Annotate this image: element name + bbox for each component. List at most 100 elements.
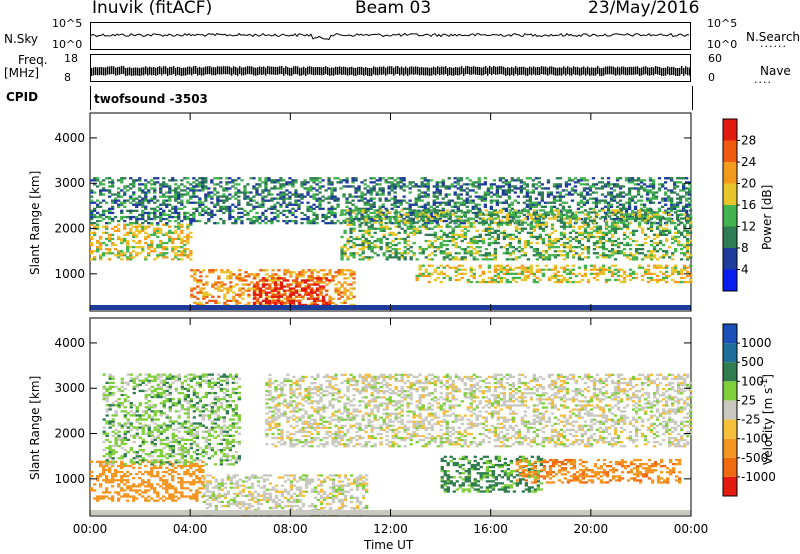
scatter-cell bbox=[282, 277, 287, 280]
scatter-cell bbox=[673, 207, 677, 210]
scatter-cell bbox=[577, 211, 582, 214]
nave-bar bbox=[361, 66, 363, 75]
scatter-cell bbox=[318, 197, 322, 200]
scatter-cell bbox=[277, 301, 281, 304]
scatter-cell bbox=[457, 223, 461, 226]
scatter-cell bbox=[177, 225, 181, 228]
scatter-cell bbox=[238, 295, 242, 298]
scatter-cell bbox=[424, 223, 428, 226]
nave-bar bbox=[153, 66, 155, 75]
scatter-cell bbox=[552, 183, 557, 186]
nave-bar bbox=[189, 66, 191, 75]
scatter-cell bbox=[466, 229, 470, 232]
scatter-cell bbox=[318, 287, 323, 290]
scatter-cell bbox=[279, 281, 284, 284]
scatter-cell bbox=[388, 246, 392, 249]
nave-bar bbox=[237, 67, 239, 76]
scatter-cell bbox=[582, 179, 587, 182]
nave-bar bbox=[647, 67, 649, 76]
scatter-cell bbox=[547, 237, 552, 241]
scatter-cell bbox=[532, 229, 536, 232]
scatter-cell bbox=[615, 179, 620, 182]
scatter-cell bbox=[195, 219, 199, 223]
scatter-cell bbox=[493, 264, 497, 267]
scatter-cell bbox=[312, 219, 316, 223]
scatter-cell bbox=[325, 283, 329, 286]
scatter-cell bbox=[624, 211, 629, 215]
scatter-cell bbox=[180, 252, 184, 255]
scatter-cell bbox=[217, 277, 221, 280]
scatter-cell bbox=[343, 299, 347, 302]
scatter-cell bbox=[496, 264, 500, 267]
scatter-cell bbox=[238, 277, 242, 280]
scatter-cell bbox=[312, 217, 316, 221]
scatter-cell bbox=[285, 222, 289, 225]
scatter-cell bbox=[219, 195, 223, 198]
scatter-cell bbox=[645, 222, 650, 225]
scatter-cell bbox=[288, 211, 292, 215]
scatter-cell bbox=[186, 187, 190, 190]
scatter-cell bbox=[237, 203, 241, 206]
scatter-cell bbox=[502, 229, 506, 232]
scatter-cell bbox=[493, 209, 497, 212]
scatter-cell bbox=[304, 271, 308, 274]
scatter-cell bbox=[315, 177, 319, 180]
scatter-cell bbox=[153, 177, 157, 180]
scatter-cell bbox=[471, 217, 475, 221]
scatter-cell bbox=[486, 189, 490, 192]
scatter-cell bbox=[388, 231, 392, 234]
scatter-cell bbox=[391, 248, 395, 251]
nave-bar bbox=[539, 67, 541, 76]
scatter-cell bbox=[520, 278, 524, 282]
scatter-cell bbox=[613, 229, 618, 232]
scatter-cell bbox=[312, 213, 316, 217]
scatter-cell bbox=[153, 215, 157, 219]
scatter-cell bbox=[637, 217, 642, 220]
scatter-cell bbox=[243, 193, 247, 196]
scatter-cell bbox=[456, 187, 460, 190]
scatter-cell bbox=[658, 233, 663, 236]
scatter-cell bbox=[568, 272, 573, 275]
scatter-cell bbox=[646, 250, 651, 253]
scatter-cell bbox=[123, 223, 127, 226]
scatter-cell bbox=[577, 239, 582, 243]
scatter-cell bbox=[433, 225, 437, 228]
scatter-cell bbox=[117, 187, 121, 190]
scatter-cell bbox=[688, 189, 692, 192]
colorbar-swatch bbox=[723, 226, 737, 248]
scatter-cell bbox=[156, 181, 160, 184]
scatter-cell bbox=[408, 213, 412, 217]
scatter-cell bbox=[645, 207, 650, 210]
nsearch-tick-bottom: 10^0 bbox=[707, 38, 738, 51]
scatter-cell bbox=[665, 237, 669, 241]
scatter-cell bbox=[367, 241, 371, 245]
scatter-cell bbox=[662, 243, 666, 247]
scatter-cell bbox=[665, 252, 669, 255]
scatter-cell bbox=[472, 272, 476, 275]
scatter-cell bbox=[469, 237, 473, 241]
scatter-cell bbox=[439, 229, 443, 232]
scatter-cell bbox=[295, 299, 299, 302]
scatter-cell bbox=[454, 270, 458, 273]
scatter-cell bbox=[252, 285, 257, 288]
scatter-cell bbox=[240, 179, 244, 182]
scatter-cell bbox=[634, 250, 639, 253]
scatter-cell bbox=[370, 235, 374, 239]
scatter-cell bbox=[267, 291, 272, 294]
scatter-cell bbox=[280, 299, 284, 302]
scatter-cell bbox=[174, 254, 178, 257]
nave-bar bbox=[419, 67, 421, 76]
scatter-cell bbox=[291, 287, 296, 290]
scatter-cell bbox=[621, 207, 626, 210]
scatter-cell bbox=[414, 199, 418, 202]
scatter-cell bbox=[406, 225, 410, 228]
scatter-cell bbox=[459, 185, 463, 188]
scatter-cell bbox=[637, 221, 642, 224]
scatter-cell bbox=[246, 201, 250, 204]
scatter-cell bbox=[540, 197, 544, 200]
scatter-cell bbox=[655, 258, 660, 261]
scatter-cell bbox=[633, 195, 638, 198]
scatter-cell bbox=[459, 215, 463, 219]
scatter-cell bbox=[595, 239, 600, 243]
scatter-cell bbox=[552, 195, 557, 198]
